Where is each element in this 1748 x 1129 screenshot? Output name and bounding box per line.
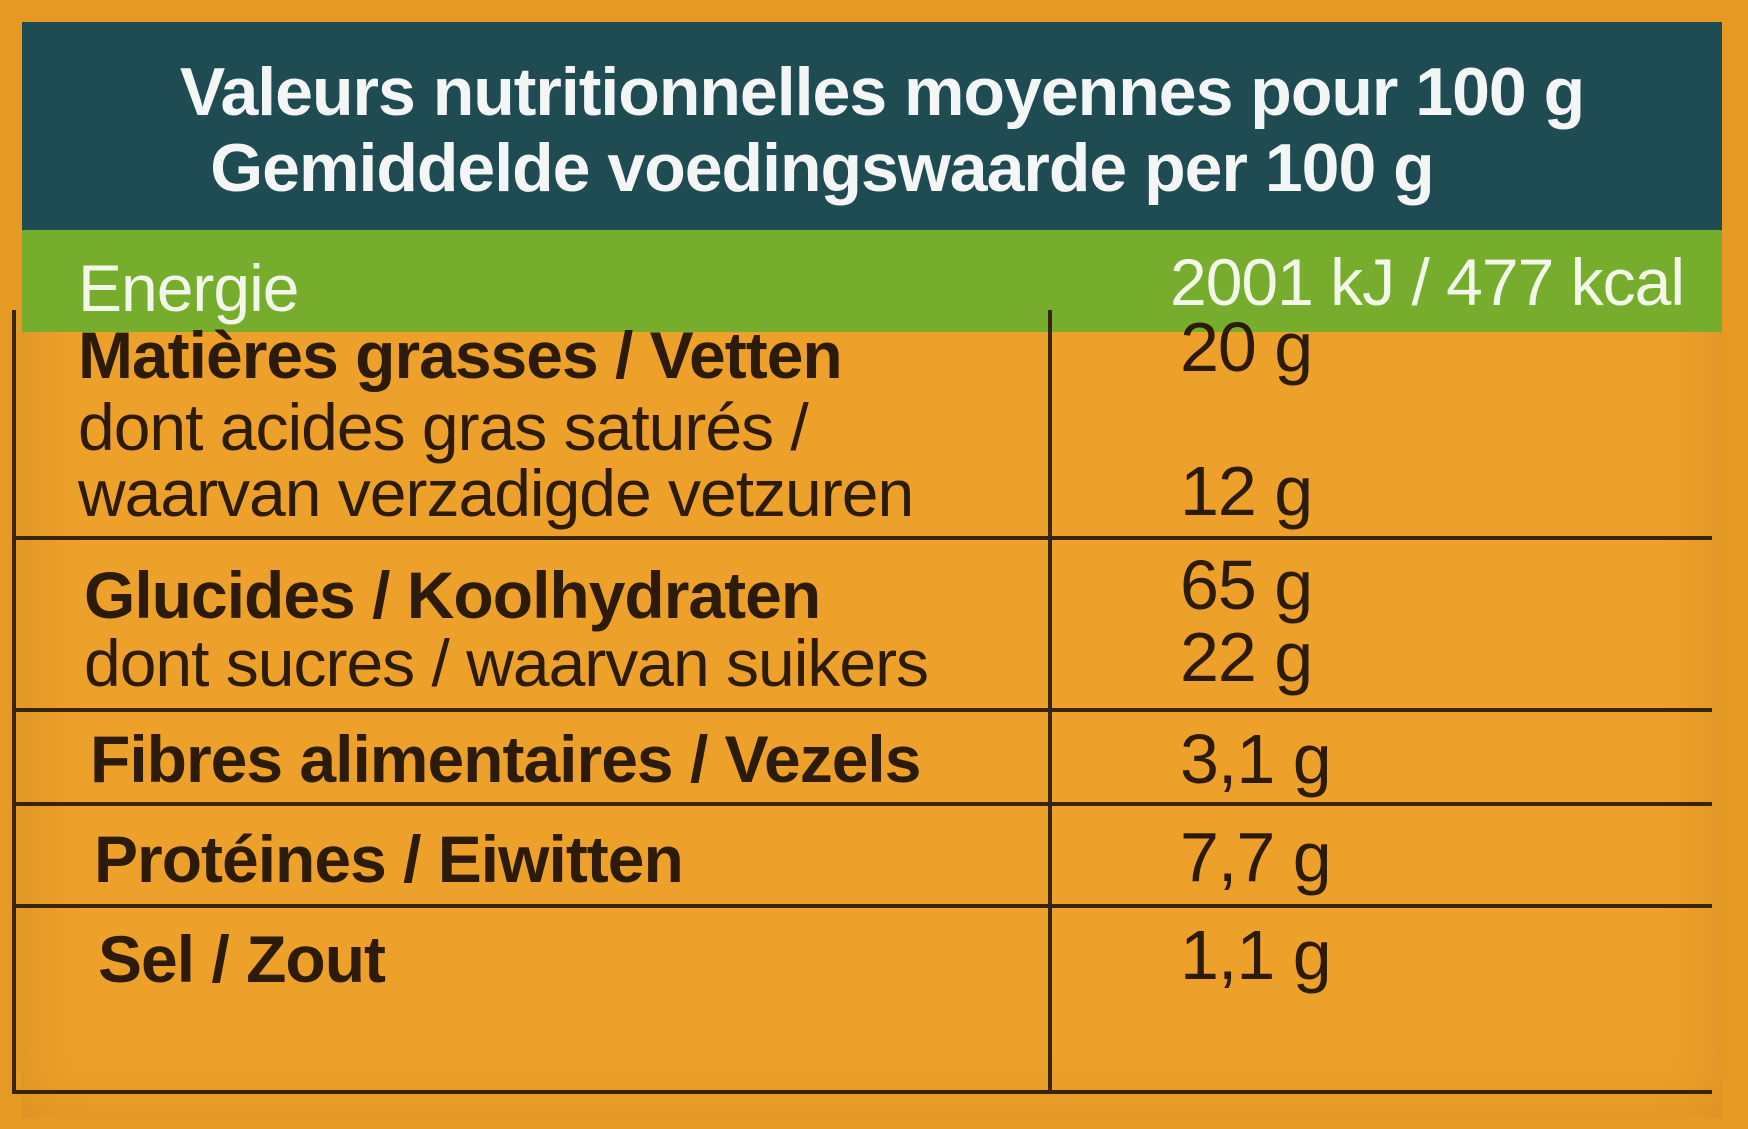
protein-value: 7,7 g [1180, 818, 1332, 896]
fibre-value: 3,1 g [1180, 720, 1332, 798]
saturated-fat-label-line1: dont acides gras saturés / [78, 390, 809, 464]
row-divider [12, 904, 1712, 908]
salt-value: 1,1 g [1180, 916, 1332, 994]
energy-label: Energie [78, 251, 299, 325]
fat-label: Matières grasses / Vetten [78, 318, 843, 392]
fat-value: 20 g [1180, 308, 1313, 386]
nutrition-header: Valeurs nutritionnelles moyennes pour 10… [22, 22, 1722, 230]
row-divider [12, 536, 1712, 540]
header-title-fr: Valeurs nutritionnelles moyennes pour 10… [179, 54, 1585, 130]
column-divider [1048, 310, 1052, 1094]
carbohydrates-value: 65 g [1180, 546, 1313, 624]
header-title-nl: Gemiddelde voedingswaarde per 100 g [210, 130, 1434, 206]
row-divider [12, 708, 1712, 712]
sugars-value: 22 g [1180, 618, 1313, 696]
sugars-label: dont sucres / waarvan suikers [84, 626, 929, 700]
saturated-fat-label-line2: waarvan verzadigde vetzuren [78, 456, 914, 530]
nutrition-label: Valeurs nutritionnelles moyennes pour 10… [22, 22, 1722, 1117]
fibre-label: Fibres alimentaires / Vezels [90, 722, 921, 796]
salt-label: Sel / Zout [98, 922, 386, 996]
energy-row: Energie 2001 kJ / 477 kcal [22, 230, 1722, 332]
row-divider [12, 802, 1712, 806]
energy-value: 2001 kJ / 477 kcal [1170, 245, 1685, 319]
protein-label: Protéines / Eiwitten [94, 822, 684, 896]
saturated-fat-value: 12 g [1180, 452, 1313, 530]
carbohydrates-label: Glucides / Koolhydraten [84, 558, 821, 632]
nutrition-table [12, 310, 1712, 1094]
